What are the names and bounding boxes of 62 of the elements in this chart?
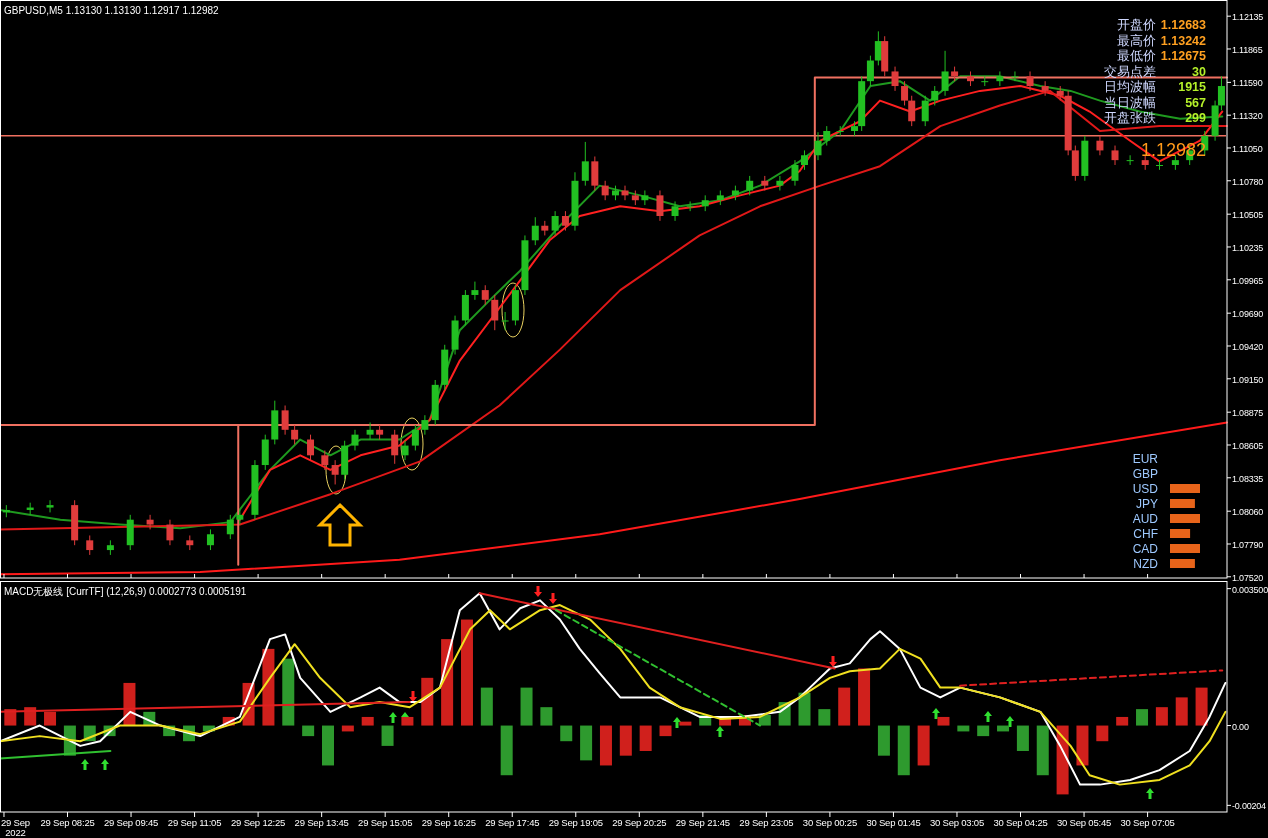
y-tick-label: 0.003500 xyxy=(1232,584,1268,595)
annotation: 1.13242 xyxy=(1160,33,1207,48)
y-tick-label: CHF xyxy=(1133,527,1158,541)
x-tick-label: 30 Sep 07:05 xyxy=(1120,817,1175,828)
x-tick-label: 29 Sep 13:45 xyxy=(294,817,349,828)
y-tick-label: JPY xyxy=(1135,497,1158,511)
y-tick-label: 1.07520 xyxy=(1232,572,1264,583)
chart-title: MACD无极线 [CurrTF] (12,26,9) 0.0002773 0.0005191 xyxy=(4,586,247,597)
y-tick-label: 1.08875 xyxy=(1232,408,1264,419)
y-tick-label: 1.10780 xyxy=(1232,176,1264,187)
x-tick-label: 29 Sep 23:05 xyxy=(739,817,794,828)
y-tick-label: 1.11050 xyxy=(1232,143,1263,154)
y-tick-label: 1.11590 xyxy=(1232,78,1263,89)
y-tick-label: 1.08605 xyxy=(1232,440,1264,451)
y-tick-label: 1.10505 xyxy=(1232,210,1264,221)
annotation: 最低价 xyxy=(1117,49,1156,63)
x-tick-label: 29 Sep 20:25 xyxy=(612,817,667,828)
x-tick-label: 29 Sep 15:05 xyxy=(358,817,413,828)
y-tick-label: -0.00204 xyxy=(1232,801,1267,812)
x-tick-label: 29 Sep 21:45 xyxy=(675,817,730,828)
annotation: 30 xyxy=(1192,64,1207,79)
x-tick-label: 29 Sep 19:05 xyxy=(548,817,603,828)
y-tick-label: 1.08335 xyxy=(1232,473,1264,484)
y-tick-label: AUD xyxy=(1132,512,1159,526)
y-tick-label: CAD xyxy=(1132,542,1159,556)
x-tick-label: 29 Sep 09:45 xyxy=(103,817,159,828)
y-tick-label: 1.09965 xyxy=(1232,275,1264,286)
x-tick-label: 29 Sep 2022 xyxy=(1,817,30,838)
chart-title: GBPUSD,M5 1.13130 1.13130 1.12917 1.12982 xyxy=(4,5,220,16)
y-tick-label: 1.11865 xyxy=(1232,44,1263,55)
annotation: 1915 xyxy=(1178,80,1207,94)
annotation: 交易点差 xyxy=(1104,63,1156,79)
x-tick-label: 29 Sep 16:25 xyxy=(421,817,476,828)
x-tick-label: 29 Sep 17:45 xyxy=(485,817,540,828)
x-tick-label: 30 Sep 05:45 xyxy=(1056,817,1112,828)
annotation: 开盘张跌 xyxy=(1104,111,1156,125)
x-tick-label: 29 Sep 08:25 xyxy=(40,817,95,828)
y-tick-label: GBP xyxy=(1132,467,1158,481)
annotation: 最高价 xyxy=(1117,32,1156,48)
y-tick-label: 1.09690 xyxy=(1232,309,1264,320)
y-tick-label: 1.09150 xyxy=(1232,374,1264,385)
x-tick-label: 29 Sep 11:05 xyxy=(167,817,222,828)
annotation: 开盘价 xyxy=(1117,18,1156,32)
y-tick-label: USD xyxy=(1132,482,1159,496)
y-tick-label: 1.09420 xyxy=(1232,341,1264,352)
y-tick-label: 1.12135 xyxy=(1232,12,1264,23)
y-tick-label: 1.10235 xyxy=(1232,242,1264,253)
y-tick-label: 1.11320 xyxy=(1232,111,1263,122)
y-tick-label: EUR xyxy=(1132,452,1159,466)
annotation: 1.12675 xyxy=(1160,49,1207,63)
annotation: 日均波幅 xyxy=(1104,80,1156,94)
y-tick-label: 1.08060 xyxy=(1232,507,1264,518)
annotation: 1.12683 xyxy=(1160,18,1207,32)
x-tick-label: 30 Sep 04:25 xyxy=(993,817,1048,828)
x-tick-label: 30 Sep 00:25 xyxy=(802,817,857,828)
x-tick-label: 30 Sep 01:45 xyxy=(866,817,921,828)
y-tick-label: NZD xyxy=(1133,557,1159,571)
y-tick-label: 1.07790 xyxy=(1232,539,1264,550)
x-tick-label: 30 Sep 03:05 xyxy=(929,817,985,828)
y-tick-label: 0.00 xyxy=(1232,721,1249,732)
x-tick-label: 29 Sep 12:25 xyxy=(231,817,286,828)
annotation: 567 xyxy=(1185,95,1207,110)
